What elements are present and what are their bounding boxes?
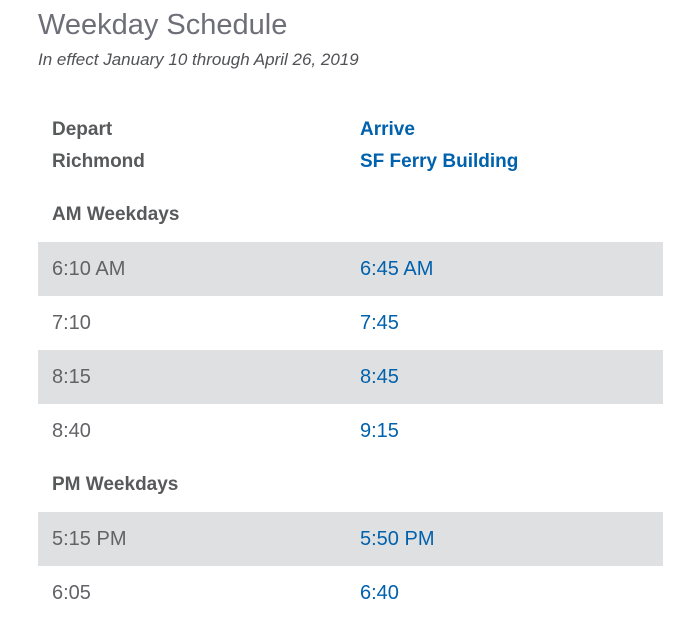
table-row: 6:05 6:40 [38,566,663,620]
pm-weekdays-section: PM Weekdays 5:15 PM 5:50 PM 6:05 6:40 [38,474,663,620]
table-row: 8:15 8:45 [38,350,663,404]
arrive-time: 6:45 AM [360,258,434,280]
pm-section-label: PM Weekdays [52,474,179,495]
table-row: 6:10 AM 6:45 AM [38,242,663,296]
table-row: 7:10 7:45 [38,296,663,350]
am-section-label: AM Weekdays [52,204,180,225]
depart-column-header: Depart Richmond [52,114,360,178]
arrive-time: 5:50 PM [360,528,435,550]
depart-time: 5:15 PM [52,528,127,550]
arrive-time: 8:45 [360,366,399,388]
table-column-headers: Depart Richmond Arrive SF Ferry Building [38,114,663,178]
depart-label: Depart [52,119,113,140]
table-row: 8:40 9:15 [38,404,663,458]
depart-location: Richmond [52,151,145,172]
arrive-location: SF Ferry Building [360,151,519,172]
depart-time: 6:05 [52,582,91,604]
arrive-label: Arrive [360,119,415,140]
depart-time: 8:15 [52,366,91,388]
depart-time: 6:10 AM [52,258,126,280]
page-title: Weekday Schedule [38,9,288,41]
table-row: 5:15 PM 5:50 PM [38,512,663,566]
arrive-time: 7:45 [360,312,399,334]
am-rows: 6:10 AM 6:45 AM 7:10 7:45 8:15 8:45 8:40… [38,242,663,458]
effective-dates-subtitle: In effect January 10 through April 26, 2… [38,50,359,69]
arrive-column-header: Arrive SF Ferry Building [360,114,663,178]
depart-time: 7:10 [52,312,91,334]
arrive-time: 6:40 [360,582,399,604]
am-weekdays-section: AM Weekdays 6:10 AM 6:45 AM 7:10 7:45 8:… [38,204,663,458]
pm-rows: 5:15 PM 5:50 PM 6:05 6:40 [38,512,663,620]
arrive-time: 9:15 [360,420,399,442]
depart-time: 8:40 [52,420,91,442]
